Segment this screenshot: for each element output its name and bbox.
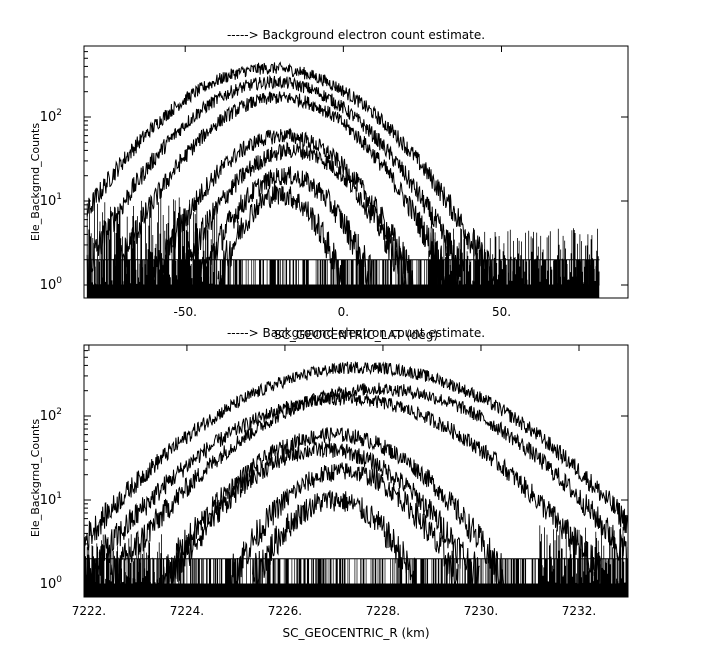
panel-latitude-data bbox=[86, 61, 600, 298]
panel-radius-x-tick-label: 7230. bbox=[464, 604, 498, 618]
panel-latitude-x-tick-label: 50. bbox=[492, 305, 511, 319]
panel-radius-frame bbox=[83, 344, 629, 598]
panel-latitude: -----> Background electron count estimat… bbox=[29, 28, 629, 342]
panel-radius-data bbox=[83, 360, 629, 597]
panel-latitude-series-6 bbox=[217, 185, 343, 286]
panel-latitude-series-0 bbox=[86, 61, 496, 286]
panel-radius-y-tick-label: 100 bbox=[40, 575, 63, 592]
panel-radius-title: -----> Background electron count estimat… bbox=[227, 326, 485, 340]
panel-latitude-y-tick-label: 100 bbox=[40, 276, 63, 293]
panel-radius-series-4 bbox=[168, 441, 480, 585]
panel-latitude-x-tick-label: -50. bbox=[173, 305, 196, 319]
panel-latitude-series-2 bbox=[111, 91, 450, 286]
panel-radius-series-1 bbox=[110, 382, 629, 585]
panel-radius-x-tick-label: 7224. bbox=[170, 604, 204, 618]
panel-radius-x-label: SC_GEOCENTRIC_R (km) bbox=[283, 626, 430, 640]
panel-radius-x-tick-label: 7232. bbox=[562, 604, 596, 618]
panel-radius-x-axis: 7222. 7224. 7226. 7228. 7230. 7232. bbox=[72, 345, 619, 618]
panel-radius: -----> Background electron count estimat… bbox=[29, 326, 629, 640]
panel-radius-x-tick-label: 7222. bbox=[72, 604, 106, 618]
panel-radius-y-tick-label: 102 bbox=[40, 407, 62, 424]
panel-latitude-y-tick-label: 101 bbox=[40, 192, 62, 209]
panel-latitude-title: -----> Background electron count estimat… bbox=[227, 28, 485, 42]
panel-latitude-noise-region-1 bbox=[428, 226, 600, 285]
panel-latitude-x-label: SC_GEOCENTRIC_LAT (deg) bbox=[274, 328, 438, 342]
panel-radius-series-6 bbox=[252, 490, 416, 585]
panel-latitude-y-tick-label: 102 bbox=[40, 108, 62, 125]
panel-radius-series-2 bbox=[83, 391, 605, 585]
panel-latitude-y-axis: 100 101 102 bbox=[40, 45, 628, 293]
panel-radius-y-label: Ele_Backgrnd_Counts bbox=[29, 419, 42, 537]
panel-latitude-frame bbox=[83, 45, 629, 299]
panel-latitude-series-4 bbox=[178, 141, 408, 287]
panel-radius-x-tick-label: 7226. bbox=[268, 604, 302, 618]
panel-radius-series-3 bbox=[162, 427, 506, 585]
panel-latitude-x-axis: -50. 0. 50. bbox=[89, 46, 629, 319]
panel-latitude-series-1 bbox=[86, 74, 468, 286]
panel-radius-series-5 bbox=[228, 462, 459, 586]
panel-radius-x-tick-label: 7228. bbox=[366, 604, 400, 618]
panel-latitude-x-tick-label: 0. bbox=[338, 305, 349, 319]
panel-radius-y-axis: 100 101 102 bbox=[40, 344, 628, 592]
panel-latitude-y-label: Ele_Backgrnd_Counts bbox=[29, 123, 42, 241]
panel-radius-series-0 bbox=[83, 360, 629, 551]
panel-latitude-series-5 bbox=[200, 166, 373, 286]
panel-radius-y-tick-label: 101 bbox=[40, 491, 62, 508]
